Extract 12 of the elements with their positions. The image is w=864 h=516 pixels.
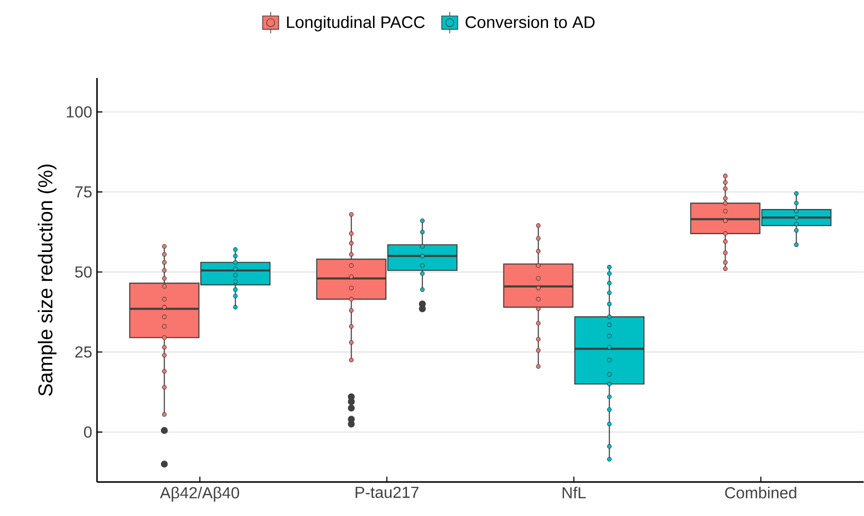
y-tick-label: 50 xyxy=(75,266,92,278)
y-tick-label: 75 xyxy=(75,186,92,198)
y-axis-title: Sample size reduction (%) xyxy=(38,164,56,396)
legend-label: Conversion to AD xyxy=(466,16,595,28)
y-tick-label: 0 xyxy=(84,426,92,438)
x-tick-label: Aβ42/Aβ40 xyxy=(160,486,240,502)
legend-label: Longitudinal PACC xyxy=(287,16,425,32)
y-tick-label: 25 xyxy=(75,346,92,358)
y-tick-label: 100 xyxy=(66,106,92,118)
x-tick-label: Combined xyxy=(725,486,796,498)
x-tick-label: NfL xyxy=(562,486,586,498)
x-tick-label: P-tau217 xyxy=(356,486,418,498)
